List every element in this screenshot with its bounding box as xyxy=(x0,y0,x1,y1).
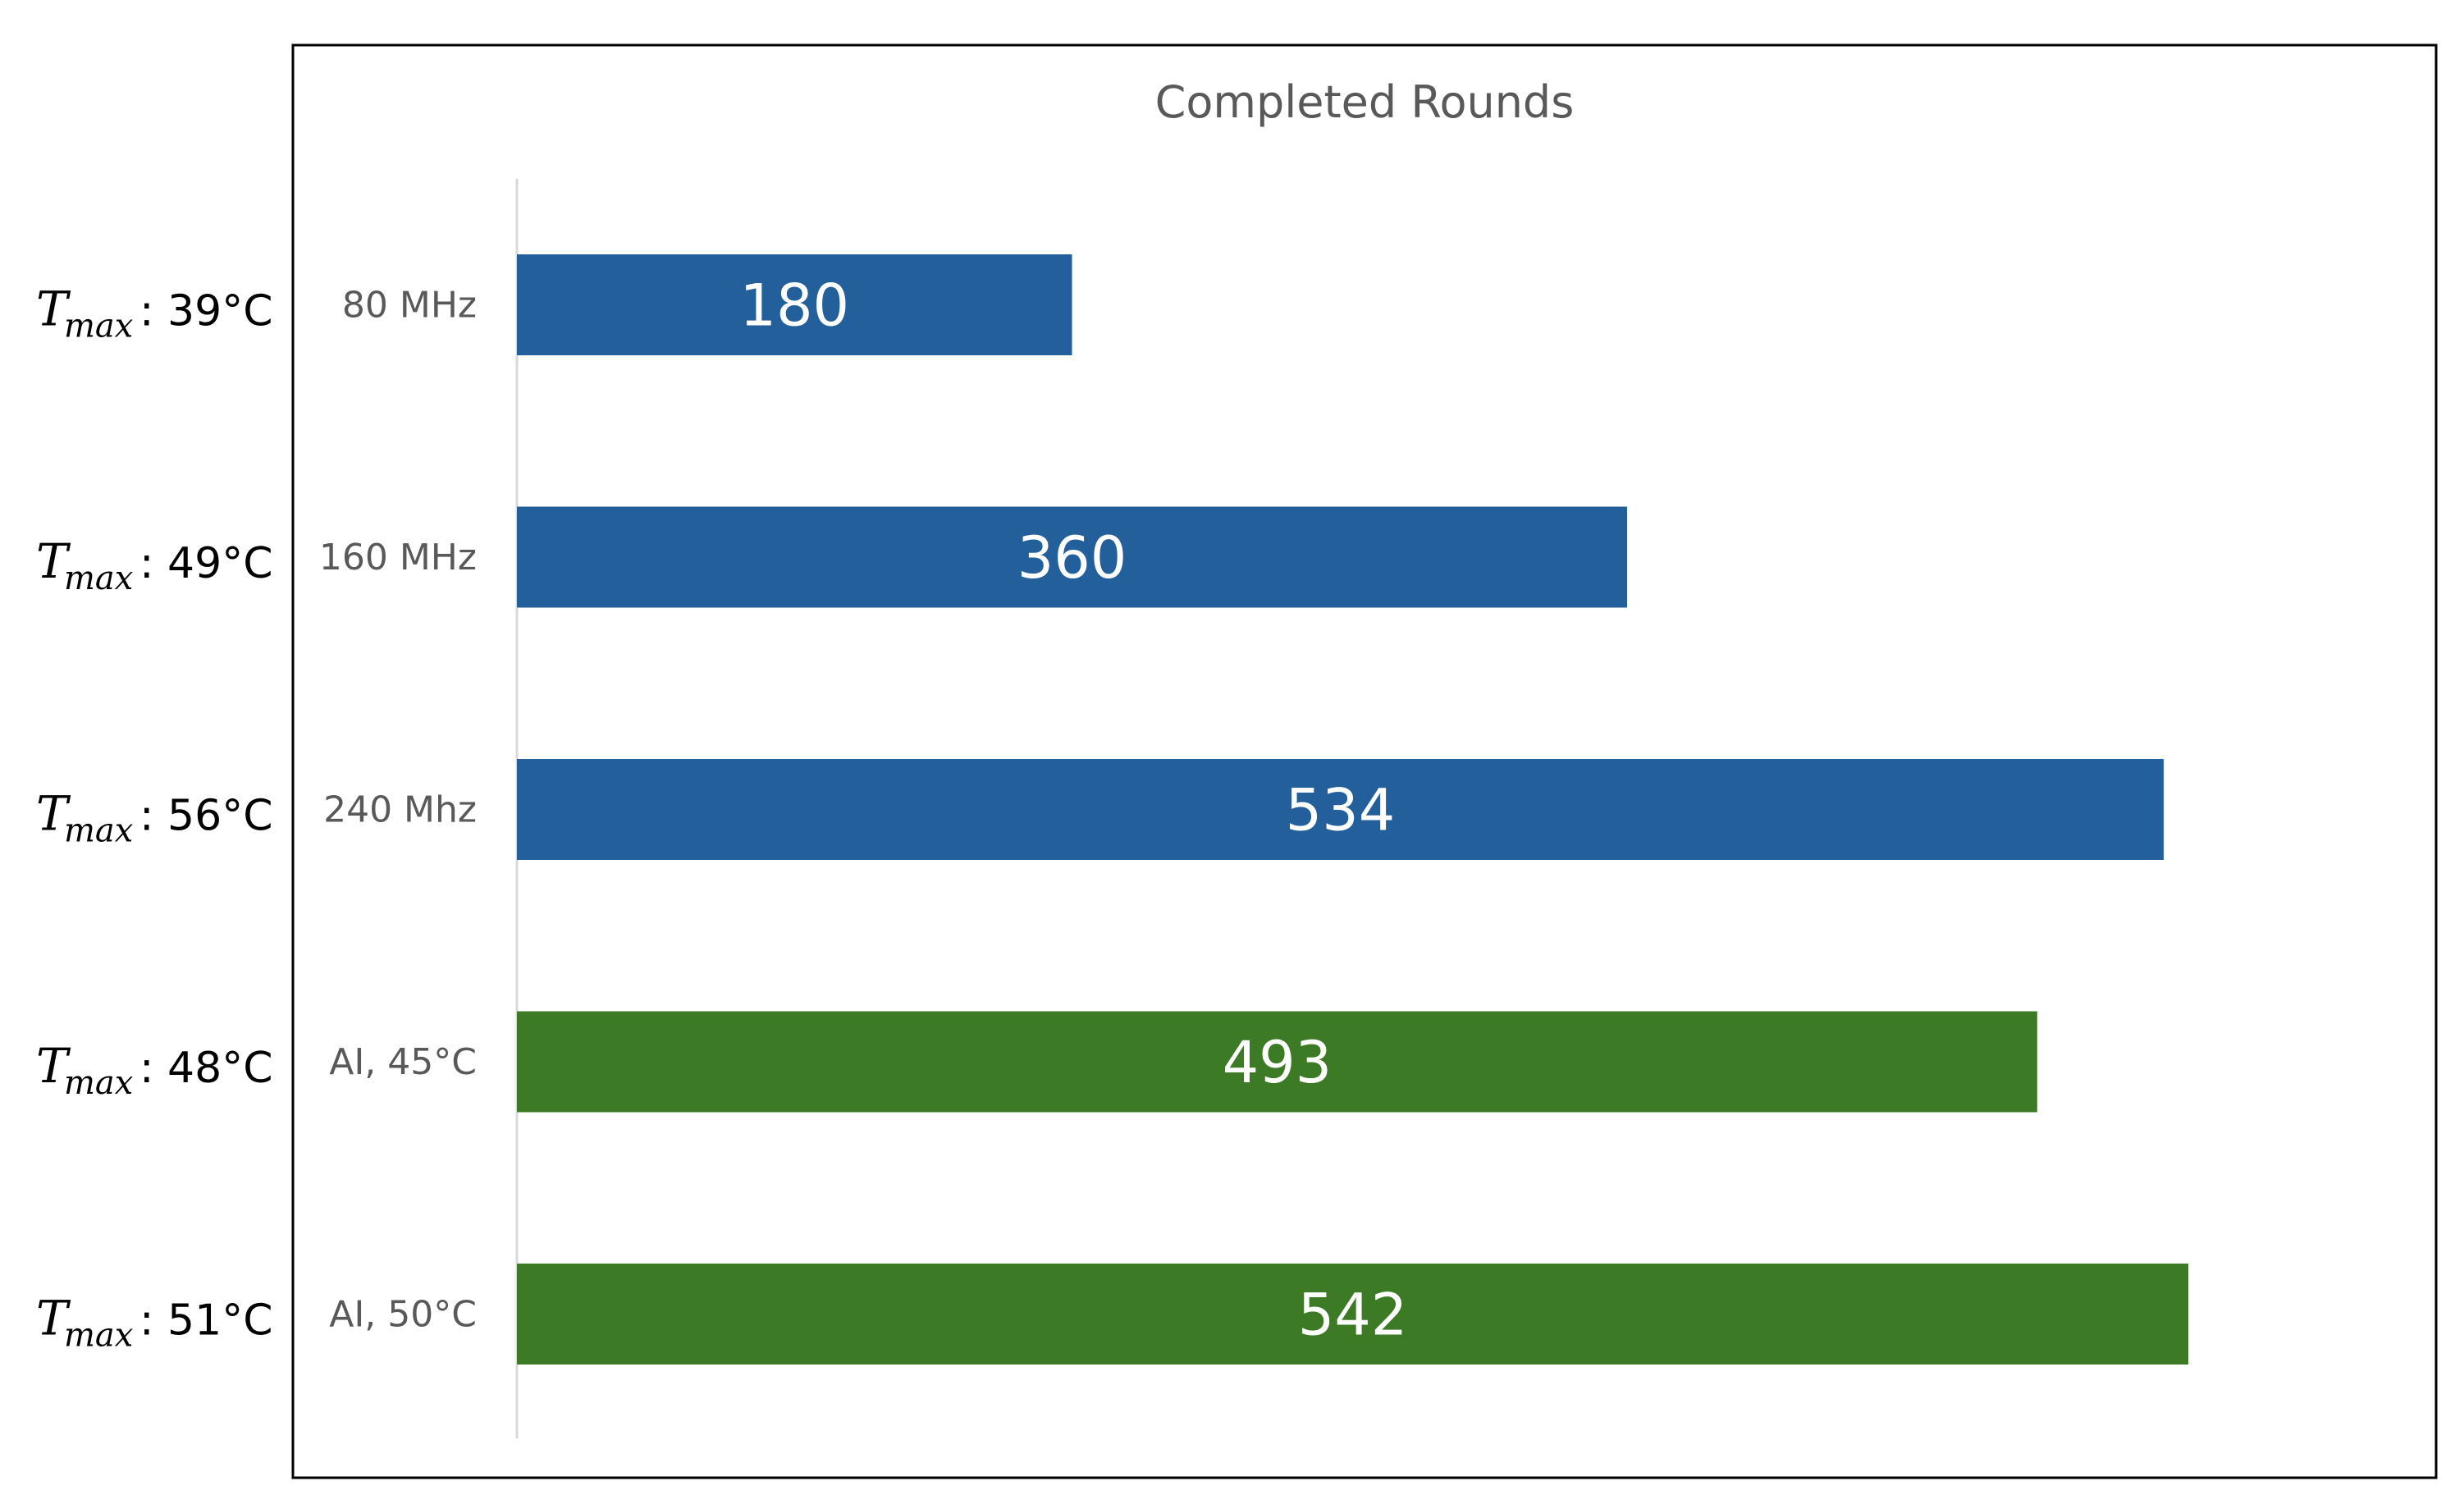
tmax-subscript: max xyxy=(64,1317,133,1355)
category-label-2: 160 MHz xyxy=(319,537,477,578)
data-labels: 180 360 534 493 542 xyxy=(739,272,1407,1349)
category-labels: 80 MHz 160 MHz 240 Mhz AI, 45°C AI, 50°C xyxy=(319,285,477,1336)
category-label-5: AI, 50°C xyxy=(329,1294,477,1336)
data-label-3: 534 xyxy=(1286,777,1396,844)
data-label-1: 180 xyxy=(739,272,849,340)
data-label-5: 542 xyxy=(1298,1282,1408,1349)
bar-1 xyxy=(517,254,1072,355)
category-label-1: 80 MHz xyxy=(342,285,477,327)
tmax-subscript: max xyxy=(64,812,133,850)
data-label-4: 493 xyxy=(1223,1029,1333,1096)
bar-3 xyxy=(517,759,2164,860)
tmax-symbol: T xyxy=(36,533,71,589)
tmax-value: : 56°C xyxy=(139,792,273,841)
bar-4 xyxy=(517,1011,2037,1113)
tmax-value: : 39°C xyxy=(139,287,273,336)
tmax-symbol: T xyxy=(36,281,71,337)
tmax-symbol: T xyxy=(36,1038,71,1094)
tmax-symbol: T xyxy=(36,1291,71,1346)
bars xyxy=(517,254,2188,1365)
chart-title: Completed Rounds xyxy=(1155,76,1575,128)
data-label-2: 360 xyxy=(1017,524,1127,592)
tmax-subscript: max xyxy=(64,1064,133,1102)
tmax-value: : 49°C xyxy=(139,539,273,588)
tmax-symbol: T xyxy=(36,786,71,842)
chart-frame xyxy=(291,43,2438,1479)
bar-5 xyxy=(517,1264,2188,1365)
category-label-3: 240 Mhz xyxy=(323,789,477,831)
category-label-4: AI, 45°C xyxy=(329,1041,477,1083)
bar-2 xyxy=(517,506,1627,608)
tmax-value: : 51°C xyxy=(139,1296,273,1346)
tmax-subscript: max xyxy=(64,308,133,345)
tmax-value: : 48°C xyxy=(139,1044,273,1093)
tmax-subscript: max xyxy=(64,560,133,597)
